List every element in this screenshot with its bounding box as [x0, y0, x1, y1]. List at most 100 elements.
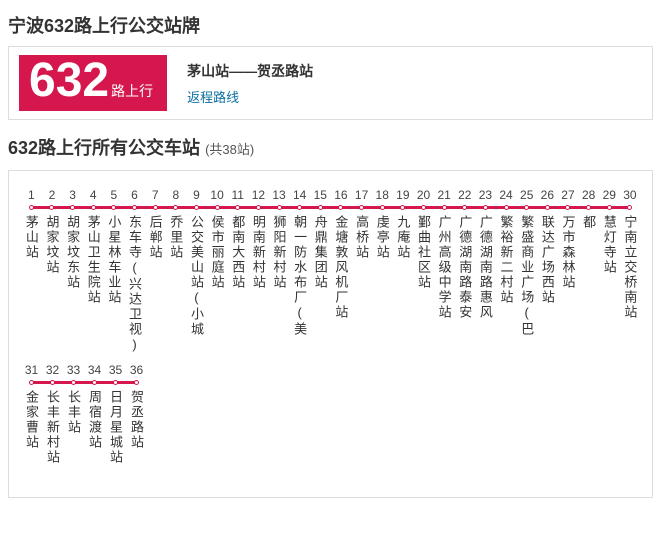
station-name[interactable]: 明南新村站 [249, 215, 268, 290]
station-dot [153, 205, 158, 210]
station-dot [421, 205, 426, 210]
station-col: 33长丰站 [63, 362, 84, 465]
station-name[interactable]: 鄞曲社区站 [414, 215, 433, 290]
station-col: 25 繁盛商业广场(巴 [516, 187, 537, 354]
station-col: 9公交美山站(小城 [186, 187, 207, 354]
station-name[interactable]: 九庵站 [393, 215, 412, 260]
station-dot [173, 205, 178, 210]
route-info: 茅山站——贺丞路站 返程路线 [187, 61, 313, 106]
station-name[interactable]: 侯市丽庭站 [208, 215, 227, 290]
station-name[interactable]: 长丰站 [64, 390, 83, 435]
stations-count: (共38站) [205, 142, 254, 157]
station-name[interactable]: 广州高级中学站 [435, 215, 454, 320]
station-name[interactable]: 小星林车业站 [104, 215, 123, 305]
line-segment [454, 203, 475, 211]
station-index: 23 [479, 187, 492, 203]
line-segment [578, 203, 599, 211]
station-name[interactable]: 虔亭站 [373, 215, 392, 260]
route-card: 632 路上行 茅山站——贺丞路站 返程路线 [8, 46, 653, 120]
station-col: 21 广州高级中学站 [434, 187, 455, 354]
station-dot [111, 205, 116, 210]
station-name[interactable]: 狮阳新村站 [270, 215, 289, 290]
station-index: 25 [520, 187, 533, 203]
station-index: 5 [111, 187, 118, 203]
station-name[interactable]: 广德湖南路泰安 [455, 215, 474, 320]
station-index: 31 [25, 362, 38, 378]
station-index: 18 [376, 187, 389, 203]
station-col: 34 周宿渡站 [84, 362, 105, 465]
line-segment [105, 378, 126, 386]
station-name[interactable]: 茅山站 [22, 215, 41, 260]
station-dot [215, 205, 220, 210]
station-dot [235, 205, 240, 210]
line-segment [310, 203, 331, 211]
line-segment [413, 203, 434, 211]
station-index: 36 [130, 362, 143, 378]
station-name[interactable]: 都 [579, 215, 598, 230]
station-index: 28 [582, 187, 595, 203]
station-name[interactable]: 万市森林站 [558, 215, 577, 290]
station-name[interactable]: 胡家坟站 [42, 215, 61, 275]
station-index: 13 [272, 187, 285, 203]
station-dot [49, 205, 54, 210]
line-segment [84, 378, 105, 386]
station-name[interactable]: 广德湖南路惠风 [476, 215, 495, 320]
line-segment [620, 203, 641, 211]
line-segment [289, 203, 310, 211]
station-name[interactable]: 周宿渡站 [85, 390, 104, 450]
station-name[interactable]: 都南大西站 [228, 215, 247, 290]
station-dot [134, 380, 139, 385]
station-name[interactable]: 繁裕新二村站 [497, 215, 516, 305]
station-name[interactable]: 金家曹站 [22, 390, 41, 450]
line-segment [516, 203, 537, 211]
station-name[interactable]: 胡家坟东站 [63, 215, 82, 290]
stations-section-title: 632路上行所有公交车站 (共38站) [8, 134, 653, 160]
station-index: 10 [210, 187, 223, 203]
station-name[interactable]: 联达广场西站 [538, 215, 557, 305]
station-name[interactable]: 茅山卫生院站 [84, 215, 103, 305]
station-name[interactable]: 长丰新村站 [43, 390, 62, 465]
station-index: 19 [396, 187, 409, 203]
station-index: 29 [603, 187, 616, 203]
station-name[interactable]: 乔里站 [166, 215, 185, 260]
station-dot [70, 205, 75, 210]
line-segment [248, 203, 269, 211]
station-dot [524, 205, 529, 210]
station-index: 15 [314, 187, 327, 203]
station-index: 32 [46, 362, 59, 378]
station-col: 1茅山站 [21, 187, 42, 354]
station-index: 34 [88, 362, 101, 378]
station-name[interactable]: 贺丞路站 [127, 390, 146, 450]
station-col: 8乔里站 [165, 187, 186, 354]
station-dot [504, 205, 509, 210]
station-dot [400, 205, 405, 210]
station-index: 4 [90, 187, 97, 203]
station-dot [586, 205, 591, 210]
station-col: 36 贺丞路站 [126, 362, 147, 465]
station-col: 14朝一防水布厂(美 [289, 187, 310, 354]
station-dot [483, 205, 488, 210]
station-name[interactable]: 朝一防水布厂(美 [290, 215, 309, 337]
station-col: 35日月星城站 [105, 362, 126, 465]
station-name[interactable]: 后郸站 [146, 215, 165, 260]
line-segment [83, 203, 104, 211]
station-col: 30宁南立交桥南站 [620, 187, 641, 354]
return-route-link[interactable]: 返程路线 [187, 87, 313, 106]
station-col: 27万市森林站 [558, 187, 579, 354]
station-name[interactable]: 公交美山站(小城 [187, 215, 206, 337]
station-name[interactable]: 繁盛商业广场(巴 [517, 215, 536, 337]
station-col: 3 胡家坟东站 [62, 187, 83, 354]
station-dot [29, 205, 34, 210]
station-name[interactable]: 宁南立交桥南站 [620, 215, 639, 320]
station-col: 7后郸站 [145, 187, 166, 354]
station-name[interactable]: 东车寺(兴达卫视) [125, 215, 144, 354]
station-index: 2 [49, 187, 56, 203]
station-name[interactable]: 舟鼎集团站 [311, 215, 330, 290]
station-name[interactable]: 慧灯寺站 [600, 215, 619, 275]
station-name[interactable]: 金塘敦风机厂站 [331, 215, 350, 320]
station-index: 21 [437, 187, 450, 203]
station-name[interactable]: 日月星城站 [106, 390, 125, 465]
station-col: 29 慧灯寺站 [599, 187, 620, 354]
station-name[interactable]: 高桥站 [352, 215, 371, 260]
station-index: 3 [69, 187, 76, 203]
